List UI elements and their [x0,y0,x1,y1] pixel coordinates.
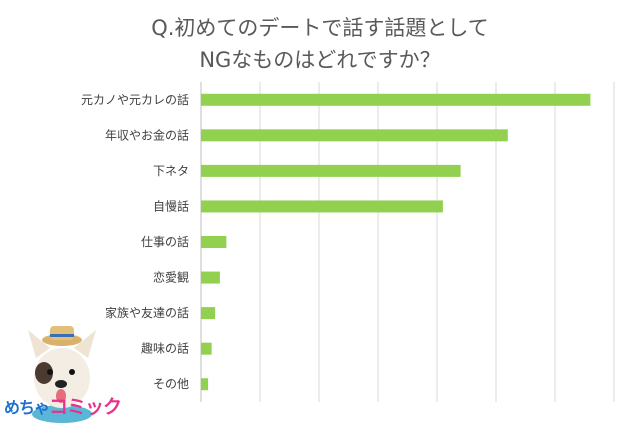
category-label: 下ネタ [153,164,189,178]
bar [201,200,443,213]
bar [201,307,216,320]
category-label: 元カノや元カレの話 [81,92,189,107]
logo-text-part2: コミック [49,396,122,418]
category-label: 恋愛観 [153,270,189,285]
mechacomic-logo: めちゃコミック [4,318,132,423]
bar [201,164,461,177]
category-label: その他 [153,377,189,391]
bar [201,378,209,391]
category-label: 家族や友達の話 [105,305,189,320]
dog-mascot-icon [28,326,96,423]
chart-title-line-1: Q.初めてのデートで話す話題として [151,16,489,40]
bar [201,236,227,248]
chart-title: Q.初めてのデートで話す話題として NGなものはどれですか？ [0,12,640,76]
bar [201,271,220,284]
category-label: 年収やお金の話 [105,127,189,142]
category-label: 仕事の話 [141,234,189,249]
chart-title-line-2: NGなものはどれですか？ [199,48,441,72]
bar [201,129,508,142]
category-label: 自慢話 [153,198,189,213]
bar [201,342,212,355]
category-label: 趣味の話 [141,341,189,356]
bar [201,93,591,106]
logo-text: めちゃコミック [4,392,122,419]
logo-text-part1: めちゃ [4,398,50,417]
